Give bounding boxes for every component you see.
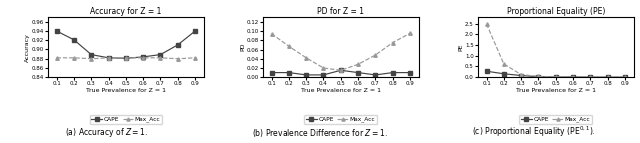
Max_Acc xyxy=(500,63,508,65)
CAPE xyxy=(534,76,542,78)
CAPE xyxy=(105,57,113,59)
Line: Max_Acc: Max_Acc xyxy=(270,32,412,72)
Legend: CAPE, Max_Acc: CAPE, Max_Acc xyxy=(305,115,377,124)
Text: (c) Proportional Equality ($\mathrm{PE}^{0,1}$).: (c) Proportional Equality ($\mathrm{PE}^… xyxy=(472,125,595,139)
X-axis label: True Prevalence for Z = 1: True Prevalence for Z = 1 xyxy=(86,88,166,93)
Max_Acc xyxy=(302,57,310,59)
Line: CAPE: CAPE xyxy=(270,68,412,77)
Max_Acc xyxy=(483,23,490,25)
Max_Acc xyxy=(191,57,199,59)
Title: PD for Z = 1: PD for Z = 1 xyxy=(317,7,364,16)
CAPE xyxy=(406,72,414,74)
Max_Acc xyxy=(268,33,275,35)
Max_Acc xyxy=(586,76,594,78)
CAPE xyxy=(70,39,78,41)
Line: Max_Acc: Max_Acc xyxy=(55,56,197,60)
CAPE xyxy=(355,72,362,74)
Legend: CAPE, Max_Acc: CAPE, Max_Acc xyxy=(90,115,162,124)
CAPE xyxy=(302,74,310,76)
Y-axis label: PE: PE xyxy=(458,43,463,51)
Max_Acc xyxy=(285,45,292,47)
Max_Acc xyxy=(569,76,577,78)
CAPE xyxy=(174,44,182,46)
Title: Accuracy for Z = 1: Accuracy for Z = 1 xyxy=(90,7,161,16)
CAPE xyxy=(268,72,275,74)
Line: CAPE: CAPE xyxy=(484,69,627,79)
Max_Acc xyxy=(140,57,147,59)
CAPE xyxy=(191,30,199,32)
Max_Acc xyxy=(70,57,78,59)
CAPE xyxy=(500,73,508,75)
Max_Acc xyxy=(406,32,414,34)
Max_Acc xyxy=(552,76,559,78)
Title: Proportional Equality (PE): Proportional Equality (PE) xyxy=(506,7,605,16)
Text: (a) Accuracy of $Z=1$.: (a) Accuracy of $Z=1$. xyxy=(65,126,148,139)
CAPE xyxy=(53,30,61,32)
X-axis label: True Prevalence for Z = 1: True Prevalence for Z = 1 xyxy=(301,88,381,93)
Max_Acc xyxy=(105,57,113,59)
Max_Acc xyxy=(88,58,95,60)
CAPE xyxy=(389,72,397,74)
Line: Max_Acc: Max_Acc xyxy=(484,22,627,79)
CAPE xyxy=(88,54,95,55)
CAPE xyxy=(337,69,345,71)
Max_Acc xyxy=(122,57,130,59)
Y-axis label: Accuracy: Accuracy xyxy=(25,33,30,62)
CAPE xyxy=(140,56,147,58)
CAPE xyxy=(621,76,628,78)
Max_Acc xyxy=(174,58,182,60)
Max_Acc xyxy=(319,67,327,69)
CAPE xyxy=(483,70,490,72)
CAPE xyxy=(372,74,380,76)
CAPE xyxy=(285,72,292,74)
CAPE xyxy=(122,57,130,59)
CAPE xyxy=(517,75,525,76)
Max_Acc xyxy=(355,63,362,65)
Max_Acc xyxy=(517,74,525,76)
Max_Acc xyxy=(534,76,542,77)
CAPE xyxy=(569,76,577,78)
Max_Acc xyxy=(337,69,345,71)
CAPE xyxy=(157,54,164,55)
Max_Acc xyxy=(157,57,164,59)
Text: (b) Prevalence Difference for $Z=1$.: (b) Prevalence Difference for $Z=1$. xyxy=(252,127,388,139)
CAPE xyxy=(552,76,559,78)
CAPE xyxy=(604,76,611,78)
CAPE xyxy=(586,76,594,78)
Legend: CAPE, Max_Acc: CAPE, Max_Acc xyxy=(520,115,592,124)
Max_Acc xyxy=(389,42,397,43)
Max_Acc xyxy=(53,57,61,59)
Line: CAPE: CAPE xyxy=(55,29,197,60)
Max_Acc xyxy=(372,54,380,56)
CAPE xyxy=(319,74,327,76)
Max_Acc xyxy=(621,76,628,78)
X-axis label: True Prevalence for Z = 1: True Prevalence for Z = 1 xyxy=(516,88,596,93)
Y-axis label: PD: PD xyxy=(240,43,245,51)
Max_Acc xyxy=(604,76,611,78)
